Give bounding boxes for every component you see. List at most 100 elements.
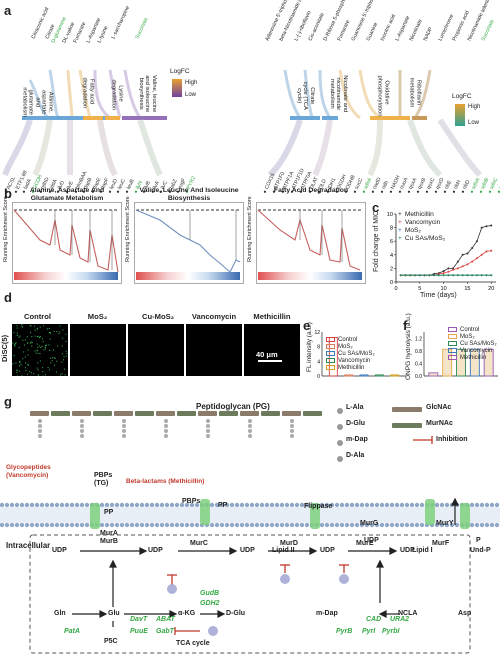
g-dglu-path: D-Glu (226, 610, 246, 617)
pg-unit (72, 411, 91, 416)
lipid-head (469, 522, 475, 528)
lipid-head (139, 502, 145, 508)
lipid-head (19, 522, 25, 528)
speckle-dot (61, 345, 63, 347)
g-pyrbl: PyrbI (382, 628, 400, 635)
lipid-head (404, 522, 410, 528)
speckle-dot (43, 325, 45, 327)
g-beta: Beta-lactams (Methicillin) (126, 478, 205, 485)
speckle-dot (36, 336, 38, 338)
lipid-head (339, 502, 345, 508)
pg-unit (93, 411, 112, 416)
lipid-head (119, 522, 125, 528)
c-legend-cusas: + Cu SAs/MoS₂ (398, 234, 446, 242)
c-line-chart: 0 2 4 6 8 10 0 5 10 15 20 (387, 212, 496, 292)
lipid-head (189, 522, 195, 528)
speckle-dot (66, 352, 68, 354)
speckle-dot (62, 337, 64, 339)
lipid-head (319, 502, 325, 508)
e-bar-chart: 0 4 8 12 (314, 330, 406, 380)
lipid-head (59, 502, 65, 508)
lipid-head (169, 522, 175, 528)
g-pp2: PP (218, 502, 228, 509)
speckle-dot (44, 374, 46, 376)
speckle-dot (31, 342, 33, 344)
speckle-dot (16, 325, 18, 327)
g-glyco: Glycopeptides (Vancomycin) (6, 464, 51, 479)
lipid-head (114, 522, 120, 528)
speckle-dot (64, 374, 66, 376)
micrograph-control (12, 324, 68, 377)
speckle-dot (44, 346, 46, 348)
lipid-head (254, 502, 260, 508)
c-ylabel: Fold change of MIC (373, 210, 380, 272)
a-cat-tca: Citrate cycle (TCA cycle) (295, 81, 315, 110)
speckle-dot (29, 371, 31, 373)
lipid-head (399, 502, 405, 508)
speckle-dot (36, 349, 38, 351)
speckle-dot (62, 353, 64, 355)
micrograph-mos2 (70, 324, 126, 376)
lipid-head (419, 502, 425, 508)
speckle-dot (24, 344, 26, 346)
speckle-dot (24, 367, 26, 369)
lipid-head (109, 502, 115, 508)
c-x-tick-label: 0 (394, 286, 397, 292)
a-left-legend-high: High (185, 80, 198, 86)
speckle-dot (21, 324, 23, 326)
lipid-head (234, 522, 240, 528)
lipid-head (179, 502, 185, 508)
speckle-dot (13, 344, 15, 346)
lipid-head (284, 522, 290, 528)
a-cat-oxp: Oxidative phosphorylation (377, 75, 390, 117)
c-y-tick-label: 2 (390, 266, 393, 272)
lipid-head (239, 522, 245, 528)
lipid-head (399, 522, 405, 528)
lipid-head (99, 502, 105, 508)
speckle-dot (36, 327, 38, 329)
pg-peptide (122, 429, 126, 433)
lipid-head (374, 502, 380, 508)
speckle-dot (56, 331, 58, 333)
lipid-head (234, 502, 240, 508)
a-cat-rib: Riboflavin metabolism (409, 77, 422, 108)
lipid-head (169, 502, 175, 508)
lipid-head (469, 502, 475, 508)
speckle-dot (39, 337, 41, 339)
pg-peptide (248, 434, 252, 438)
pg-peptide (290, 424, 294, 428)
f-bar (428, 372, 439, 377)
panel-label-f: f (403, 318, 408, 333)
pg-peptide (248, 419, 252, 423)
lipid-head (489, 522, 495, 528)
pg-unit (198, 411, 217, 416)
scalebar-line (258, 360, 282, 362)
f-tick-label: 0.8 (415, 349, 422, 355)
speckle-dot (35, 352, 37, 354)
lipid-head (324, 502, 330, 508)
pg-peptide (80, 424, 84, 428)
speckle-dot (29, 325, 31, 327)
lipid-head (484, 522, 490, 528)
speckle-dot (61, 373, 63, 375)
speckle-dot (38, 336, 40, 338)
g-puue: PuuE (130, 628, 148, 635)
lipid-head (389, 502, 395, 508)
a-right-legend-high: High (468, 104, 481, 110)
lipid-head (349, 522, 355, 528)
lipid-head (394, 502, 400, 508)
g-pp: PP (104, 509, 114, 516)
c-y-tick-label: 6 (390, 239, 393, 245)
lipid-head (214, 522, 220, 528)
speckle-dot (51, 360, 53, 362)
g-ncla: NCLA (398, 610, 418, 617)
pg-peptide (164, 434, 168, 438)
pg-peptide (290, 429, 294, 433)
e-tick-label: 8 (317, 345, 320, 351)
lipid-head (149, 522, 155, 528)
speckle-dot (45, 345, 47, 347)
speckle-dot (18, 347, 20, 349)
c-point (414, 274, 417, 277)
speckle-dot (54, 364, 56, 366)
pg-peptide (206, 434, 210, 438)
